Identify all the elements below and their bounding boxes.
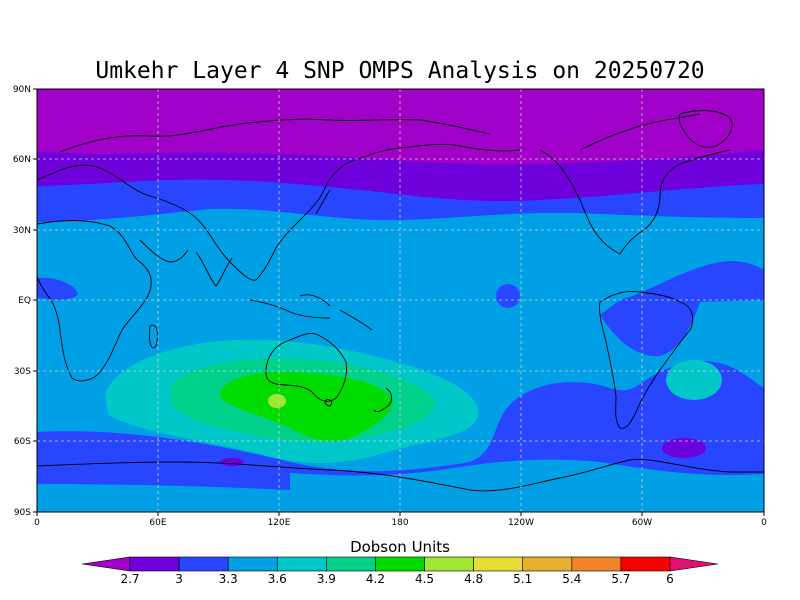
lat-tick-label: 30N xyxy=(13,226,31,236)
colorbar-tick-label: 6 xyxy=(666,572,674,586)
colorbar-tick-label: 5.7 xyxy=(611,572,630,586)
colorbar: 2.7 3 3.3 3.6 3.9 4.2 4.5 4.8 5.1 5.4 5.7 6 xyxy=(81,556,719,586)
colorbar-swatch xyxy=(326,556,376,572)
lon-tick-label: 0 xyxy=(34,518,40,528)
lon-tick-label: 60E xyxy=(149,518,166,528)
lon-tick-label: 120E xyxy=(268,518,291,528)
colorbar-title: Dobson Units xyxy=(350,538,450,556)
colorbar-tick-label: 2.7 xyxy=(120,572,139,586)
lat-tick-label: 60S xyxy=(14,437,31,447)
lat-tick-label: 60N xyxy=(13,155,31,165)
contour-field xyxy=(37,89,764,512)
gridlines xyxy=(37,89,764,512)
colorbar-swatch xyxy=(424,556,474,572)
colorbar-tick-label: 3.6 xyxy=(268,572,287,586)
colorbar-swatch xyxy=(620,556,671,572)
colorbar-swatch xyxy=(669,556,719,572)
chart-title: Umkehr Layer 4 SNP OMPS Analysis on 2025… xyxy=(95,58,704,84)
colorbar-tick-label: 5.4 xyxy=(562,572,581,586)
colorbar-swatch xyxy=(178,556,229,572)
lon-axis: 0 60E 120E 180 120W 60W 0 xyxy=(34,512,767,528)
lon-tick-label: 180 xyxy=(391,518,408,528)
region-peak-south-australia xyxy=(268,394,286,408)
colorbar-tick-label: 5.1 xyxy=(513,572,532,586)
colorbar-tick-label: 3.3 xyxy=(219,572,238,586)
colorbar-tick-label: 4.8 xyxy=(464,572,483,586)
lon-tick-label: 120W xyxy=(508,518,534,528)
colorbar-swatch xyxy=(81,556,131,572)
lon-tick-label: 0 xyxy=(761,518,767,528)
colorbar-swatch xyxy=(227,556,278,572)
colorbar-swatch xyxy=(129,556,180,572)
lat-tick-label: 30S xyxy=(14,367,31,377)
colorbar-swatch xyxy=(276,556,327,572)
colorbar-tick-label: 4.5 xyxy=(415,572,434,586)
lat-axis: 90N 60N 30N EQ 30S 60S 90S xyxy=(13,85,37,518)
colorbar-tick-label: 3 xyxy=(175,572,183,586)
region-arctic xyxy=(37,89,764,165)
colorbar-swatch xyxy=(375,556,425,572)
region-southern-ocean-band xyxy=(37,361,764,480)
region-south-atlantic-blob xyxy=(666,360,722,400)
colorbar-swatch xyxy=(522,556,573,572)
colorbar-tick-label: 3.9 xyxy=(317,572,336,586)
lat-tick-label: 90S xyxy=(14,508,31,518)
lat-tick-label: EQ xyxy=(18,296,31,306)
colorbar-swatch xyxy=(473,556,524,572)
region-australia-south-core xyxy=(220,371,393,442)
lat-tick-label: 90N xyxy=(13,85,31,95)
colorbar-tick-label: 4.2 xyxy=(366,572,385,586)
lon-tick-label: 60W xyxy=(632,518,652,528)
colorbar-swatch xyxy=(571,556,622,572)
